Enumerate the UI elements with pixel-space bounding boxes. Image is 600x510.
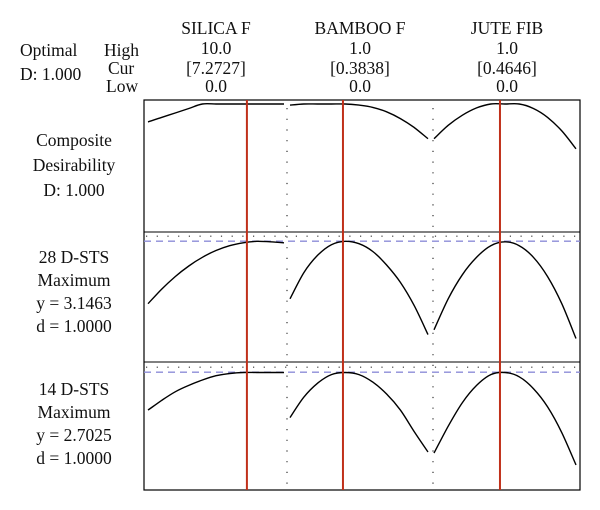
factor-name-silica: SILICA F (181, 18, 251, 38)
factor-name-jute: JUTE FIB (470, 18, 544, 38)
row-composite-line-3: D: 1.000 (43, 180, 105, 200)
row-14dsts-line-3: y = 2.7025 (36, 425, 112, 445)
row-14dsts-line-4: d = 1.0000 (36, 448, 112, 468)
row-composite-line-2: Desirability (32, 155, 116, 175)
row-28dsts-label: 28 D-STS Maximum y = 3.1463 d = 1.0000 (4, 246, 144, 338)
factor-low-silica: 0.0 (205, 76, 227, 96)
factor-low-jute: 0.0 (496, 76, 518, 96)
row-label-cur: Cur (108, 58, 135, 78)
response-curve-r1-c1 (289, 240, 429, 335)
response-curve-r0-c1 (289, 103, 429, 140)
optimal-label: Optimal (20, 40, 78, 60)
factor-high-bamboo: 1.0 (349, 38, 371, 58)
factor-name-bamboo: BAMBOO F (314, 18, 406, 38)
row-label-high: High (104, 40, 139, 60)
row-label-low: Low (106, 76, 139, 96)
row-composite-line-1: Composite (36, 130, 112, 150)
row-28dsts-line-1: 28 D-STS (38, 247, 110, 267)
row-composite-label: Composite Desirability D: 1.000 (4, 128, 144, 203)
response-curve-r2-c1 (289, 371, 429, 453)
factor-cur-bamboo: [0.3838] (330, 58, 390, 78)
row-28dsts-line-3: y = 3.1463 (36, 293, 112, 313)
response-curve-r1-c0 (147, 240, 285, 305)
factor-cur-jute: [0.4646] (477, 58, 537, 78)
response-curve-r0-c2 (433, 102, 577, 150)
row-14dsts-label: 14 D-STS Maximum y = 2.7025 d = 1.0000 (4, 378, 144, 470)
row-14dsts-line-1: 14 D-STS (38, 379, 110, 399)
factor-low-bamboo: 0.0 (349, 76, 371, 96)
row-28dsts-line-2: Maximum (37, 270, 111, 290)
factor-cur-silica: [7.2727] (186, 58, 246, 78)
row-14dsts-line-2: Maximum (37, 402, 111, 422)
row-28dsts-line-4: d = 1.0000 (36, 316, 112, 336)
response-curve-r2-c2 (433, 371, 577, 466)
response-curve-r1-c2 (433, 241, 577, 339)
response-curve-r0-c0 (147, 102, 284, 123)
factor-high-jute: 1.0 (496, 38, 518, 58)
response-curve-r2-c0 (147, 371, 284, 411)
plot-frame (143, 99, 581, 491)
composite-d-value: D: 1.000 (20, 64, 82, 84)
factor-high-silica: 10.0 (200, 38, 232, 58)
